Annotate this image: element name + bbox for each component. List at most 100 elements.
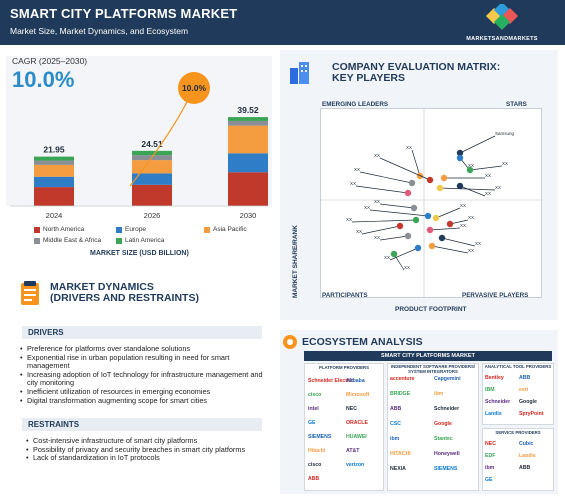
ecosystem-icon <box>283 335 297 349</box>
bar-segment <box>132 173 172 185</box>
matrix-company-label: XX <box>374 199 380 204</box>
driver-item: Exponential rise in urban population res… <box>20 353 266 371</box>
legend-swatch <box>34 226 40 233</box>
quadrant-stars: STARS <box>506 101 527 108</box>
company-logo: SIEMENS <box>308 434 332 440</box>
matrix-leader-line <box>389 247 419 261</box>
cagr-label: CAGR (2025–2030) <box>12 56 88 66</box>
legend-swatch <box>116 226 122 233</box>
bar-segment <box>132 160 172 174</box>
matrix-company-point <box>412 216 420 224</box>
drivers-label: DRIVERS <box>22 326 262 339</box>
company-logo: ABB <box>308 476 320 482</box>
company-logo: ORACLE <box>346 420 368 426</box>
company-logo: CSC <box>390 421 401 427</box>
driver-item: Increasing adoption of IoT technology fo… <box>20 370 266 388</box>
brand-logo: MARKETSANDMARKETS <box>457 2 547 42</box>
matrix-leader-line <box>379 203 415 209</box>
company-logo: Schneider <box>434 406 460 412</box>
company-logo: NEC <box>485 441 496 447</box>
legend-item: North America <box>34 226 84 233</box>
company-logo: Google <box>519 399 537 405</box>
bar-segment <box>228 125 268 154</box>
legend-item: Europe <box>116 226 146 233</box>
legend-item: Latin America <box>116 237 164 244</box>
matrix-company-point <box>428 242 436 250</box>
company-logo: Landis <box>485 411 502 417</box>
brand-logo-icon <box>486 2 518 30</box>
matrix-leader-line <box>351 219 417 223</box>
company-logo: esri <box>519 387 529 393</box>
quadrant-emerging-leaders: EMERGING LEADERS <box>322 101 389 108</box>
matrix-title: COMPANY EVALUATION MATRIX: KEY PLAYERS <box>332 62 500 84</box>
company-logo: Schneider Electric <box>308 378 354 384</box>
market-size-chart: 21.95 2024 24.51 2026 39.52 2030 10.0% <box>10 72 268 220</box>
matrix-company-point <box>410 204 418 212</box>
platform-providers-head: PLATFORM PROVIDERS <box>318 365 370 370</box>
matrix-company-label: XX <box>475 241 481 246</box>
bar-total-label: 21.95 <box>43 145 65 155</box>
matrix-company-label: XX <box>364 205 370 210</box>
cagr-bubble <box>178 72 210 104</box>
matrix-leader-line <box>355 185 409 194</box>
matrix-company-label: XX <box>495 185 501 190</box>
driver-item: Preference for platforms over standalone… <box>20 344 266 354</box>
matrix-company-point <box>404 189 412 197</box>
matrix-company-label: XX <box>346 217 352 222</box>
bar-segment <box>228 153 268 173</box>
matrix-company-point <box>456 149 464 157</box>
matrix-leader-line <box>361 225 401 235</box>
matrix-leader-line <box>435 207 461 219</box>
company-logo: NEXIA <box>390 466 406 472</box>
matrix-leader-line <box>379 235 409 241</box>
company-logo: SIEMENS <box>434 466 458 472</box>
matrix-leader-line <box>411 149 421 177</box>
legend-swatch <box>116 237 122 244</box>
restraint-item: Cost-intensive infrastructure of smart c… <box>26 436 266 446</box>
matrix-company-point <box>436 184 444 192</box>
matrix-company-point <box>432 214 440 222</box>
matrix-company-point <box>416 172 424 180</box>
company-logo: ibm <box>434 391 444 397</box>
matrix-company-label: XX <box>404 265 410 270</box>
company-logo: Hitachi <box>308 448 326 454</box>
company-logo: intel <box>308 406 319 412</box>
company-logo: GE <box>485 477 493 483</box>
company-logo: ABB <box>390 406 402 412</box>
matrix-company-point <box>466 166 474 174</box>
bar-segment <box>34 187 74 206</box>
analytical-tools-head: ANALYTICAL TOOL PROVIDERS <box>484 364 552 369</box>
bar-segment <box>132 150 172 156</box>
company-logo: EDF <box>485 453 496 459</box>
legend-item: Asia Pacific <box>204 226 247 233</box>
driver-item: Digital transformation augmenting scope … <box>20 396 266 406</box>
bar-category-label: 2030 <box>240 211 257 220</box>
matrix-title-line1: COMPANY EVALUATION MATRIX: <box>332 61 501 73</box>
matrix-company-label: XX <box>468 248 474 253</box>
matrix-plot <box>320 108 542 298</box>
brand-logo-text: MARKETSANDMARKETS <box>466 36 538 42</box>
quadrant-pervasive-players: PERVASIVE PLAYERS <box>462 292 529 299</box>
company-logo: GE <box>308 420 316 426</box>
cagr-value: 10.0% <box>12 67 75 92</box>
matrix-company-point <box>456 154 464 162</box>
matrix-leader-line <box>469 165 503 171</box>
software-providers-column <box>387 363 479 491</box>
company-logo: Google <box>434 421 452 427</box>
matrix-company-label: XX <box>384 255 390 260</box>
matrix-company-point <box>446 220 454 228</box>
company-logo: AT&T <box>346 448 360 454</box>
page-title: SMART CITY PLATFORMS MARKET <box>10 6 238 21</box>
dynamics-title: MARKET DYNAMICS (DRIVERS AND RESTRAINTS) <box>50 282 199 304</box>
restraint-item: Lack of standardization in IoT protocols <box>26 454 266 463</box>
restraint-item: Possibility of privacy and security brea… <box>26 445 266 455</box>
legend-swatch <box>34 237 40 244</box>
drivers-list: Preference for platforms over standalone… <box>20 344 266 406</box>
company-logo: Alibaba <box>346 378 365 384</box>
matrix-company-label: XX <box>350 181 356 186</box>
matrix-company-label: XX <box>485 191 491 196</box>
company-logo: NEC <box>346 406 357 412</box>
bar-category-label: 2026 <box>144 211 161 220</box>
matrix-company-point <box>456 182 464 190</box>
matrix-leader-line <box>429 227 461 231</box>
